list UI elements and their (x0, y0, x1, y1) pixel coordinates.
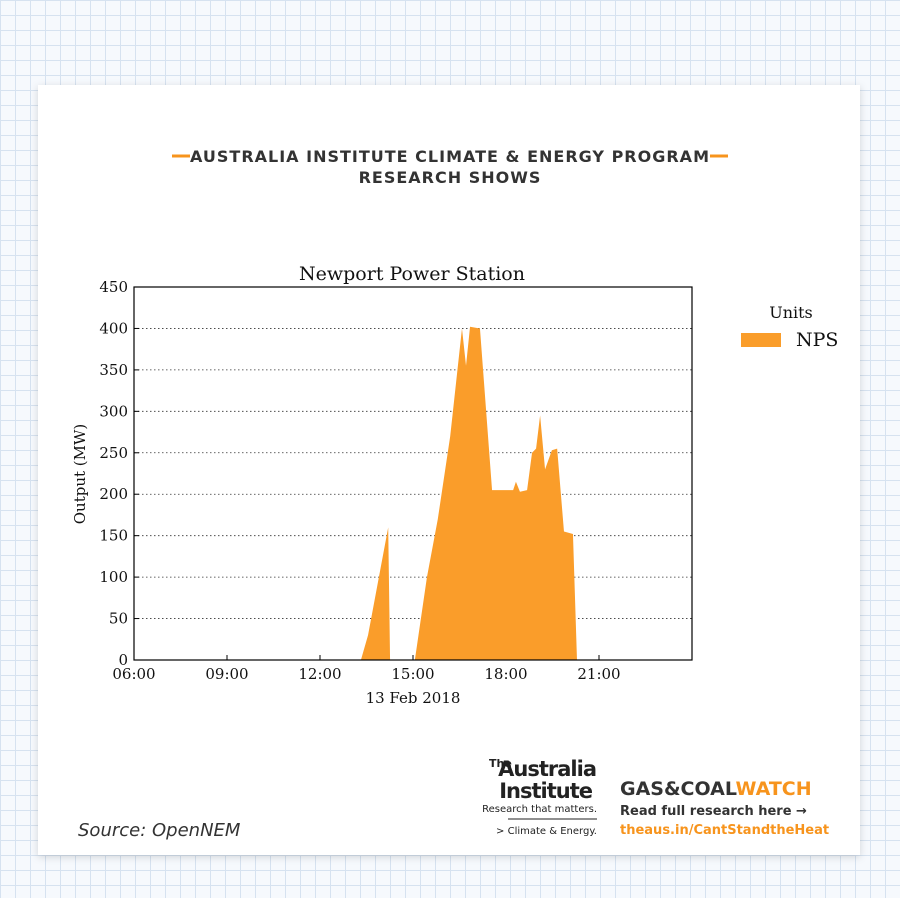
y-tick-label: 0 (118, 651, 128, 669)
logo-program: > Climate & Energy. (496, 826, 597, 837)
url: theaus.in/CantStandtheHeat (620, 823, 829, 838)
x-tick-label: 09:00 (205, 665, 248, 683)
x-tick-label: 15:00 (391, 665, 434, 683)
y-tick-label: 450 (99, 278, 128, 296)
legend-label: NPS (796, 329, 838, 351)
x-tick-label: 21:00 (577, 665, 620, 683)
y-tick-label: 100 (99, 568, 128, 586)
logo-name: Institute (499, 779, 593, 803)
legend-swatch (741, 333, 781, 347)
gcw-watch: WATCH (735, 778, 811, 800)
header-line: AUSTRALIA INSTITUTE CLIMATE & ENERGY PRO… (190, 147, 710, 166)
area (360, 326, 577, 660)
logo-name: Australia (498, 757, 596, 781)
y-tick-label: 400 (99, 319, 128, 337)
y-tick-label: 150 (99, 527, 128, 545)
y-tick-label: 300 (99, 402, 128, 420)
read-more: Read full research here → (620, 804, 807, 819)
x-tick-label: 18:00 (484, 665, 527, 683)
y-tick-label: 50 (109, 610, 128, 628)
plot: 0 50 100 150 200 250 300 350 400 450 06:00 09:00 12:… (99, 278, 838, 683)
legend-title: Units (769, 303, 813, 322)
x-tick-label: 06:00 (112, 665, 155, 683)
header-line: RESEARCH SHOWS (359, 168, 542, 187)
source: Source: OpenNEM (78, 820, 241, 841)
y-tick-label: 200 (99, 485, 128, 503)
x-tick-label: 12:00 (298, 665, 341, 683)
y-tick-label: 250 (99, 444, 128, 462)
y-axis-label: Output (MW) (71, 424, 89, 525)
logo-tag: Research that matters. (482, 804, 597, 815)
gcw-logo: GAS&COALWATCH (620, 778, 812, 800)
y-tick-label: 350 (99, 361, 128, 379)
gcw-gascoal: GAS&COAL (620, 778, 737, 800)
plot-frame (133, 286, 693, 661)
chart-title: Newport Power Station (299, 263, 525, 285)
x-axis-label: 13 Feb 2018 (366, 689, 461, 707)
logo-the: The (489, 757, 512, 770)
